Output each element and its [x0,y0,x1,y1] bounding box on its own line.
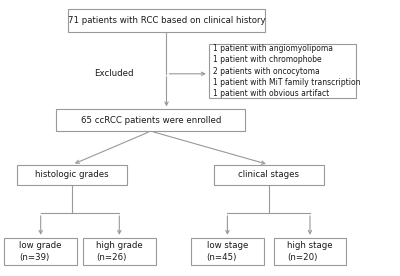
Text: 65 ccRCC patients were enrolled: 65 ccRCC patients were enrolled [80,116,221,125]
FancyBboxPatch shape [56,109,245,131]
FancyBboxPatch shape [209,44,356,98]
FancyBboxPatch shape [214,165,324,185]
FancyBboxPatch shape [83,238,156,265]
FancyBboxPatch shape [68,9,265,32]
Text: high stage
(n=20): high stage (n=20) [287,241,333,262]
Text: Excluded: Excluded [94,69,133,78]
FancyBboxPatch shape [17,165,127,185]
FancyBboxPatch shape [4,238,77,265]
Text: 71 patients with RCC based on clinical history: 71 patients with RCC based on clinical h… [68,16,265,25]
Text: low grade
(n=39): low grade (n=39) [20,241,62,262]
FancyBboxPatch shape [191,238,264,265]
Text: low stage
(n=45): low stage (n=45) [207,241,248,262]
FancyBboxPatch shape [274,238,346,265]
Text: histologic grades: histologic grades [35,170,109,179]
Text: high grade
(n=26): high grade (n=26) [96,241,143,262]
Text: clinical stages: clinical stages [238,170,299,179]
Text: 1 patient with angiomyolipoma
1 patient with chromophobe
2 patients with oncocyt: 1 patient with angiomyolipoma 1 patient … [213,44,360,99]
